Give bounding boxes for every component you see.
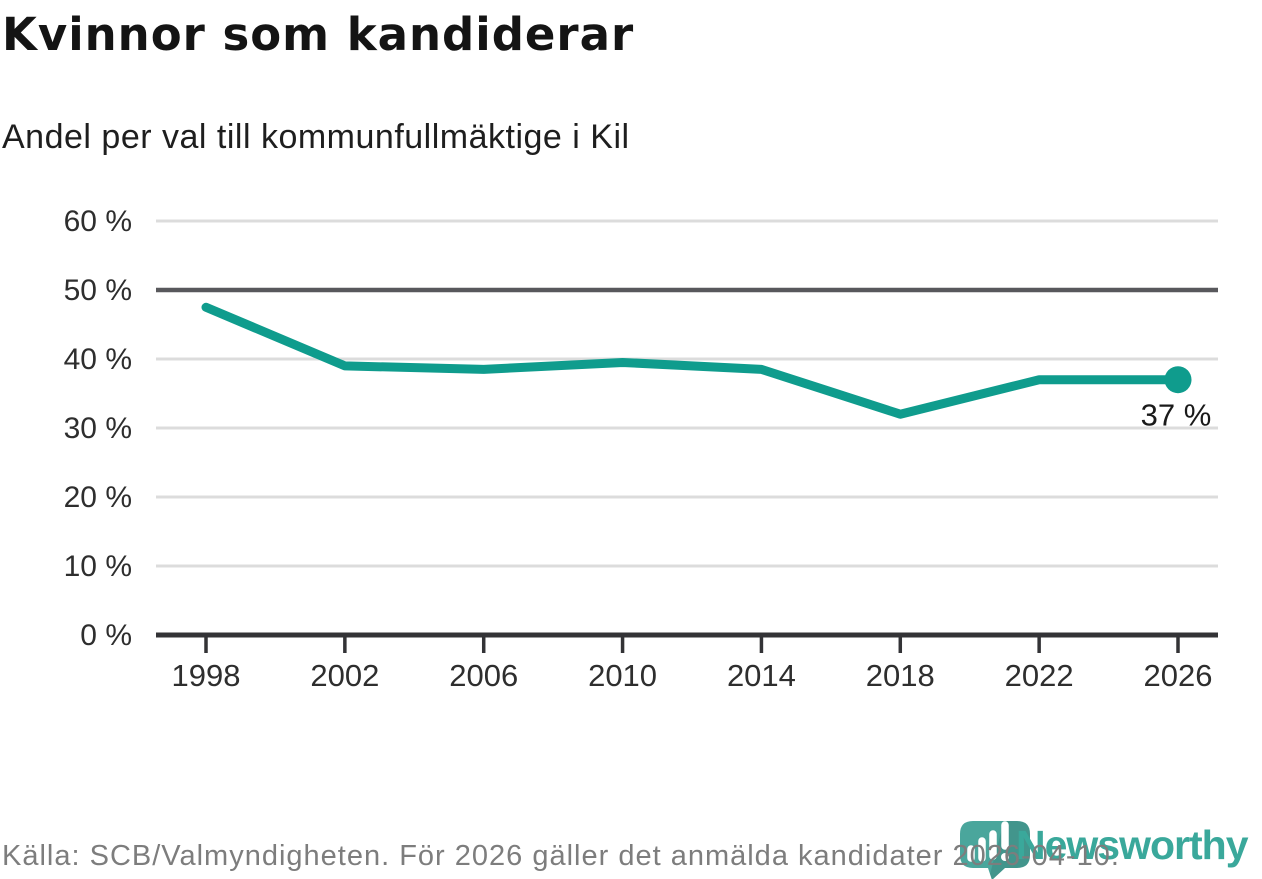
y-axis-tick-label: 60 % [64,205,132,238]
x-axis-tick-label: 2026 [1144,658,1213,693]
logo-exclamation-dot [1001,853,1009,861]
y-axis-tick-label: 0 % [80,619,132,652]
y-axis-tick-label: 40 % [64,343,132,376]
newsworthy-pin-barchart-icon [960,821,1030,879]
end-point-value-label: 37 % [1141,398,1212,433]
chart-subtitle: Andel per val till kommunfullmäktige i K… [2,118,630,156]
source-note: Källa: SCB/Valmyndigheten. För 2026 gäll… [2,840,1120,872]
y-axis-tick-label: 20 % [64,481,132,514]
x-axis-tick-label: 2002 [310,658,379,693]
x-axis-tick-label: 2018 [866,658,935,693]
y-axis-tick-label: 30 % [64,412,132,445]
y-axis-tick-label: 50 % [64,274,132,307]
x-axis-tick-label: 2014 [727,658,796,693]
x-axis-tick-label: 1998 [172,658,241,693]
logo-pin-shadow [990,821,1030,879]
data-line [201,302,1183,419]
x-axis-tick-label: 2022 [1005,658,1074,693]
x-axis-tick-label: 2010 [588,658,657,693]
end-point-marker [1164,366,1192,394]
y-axis-tick-label: 10 % [64,550,132,583]
newsworthy-wordmark: Newsworthy [1016,822,1249,868]
x-axis-tick-label: 2006 [449,658,518,693]
logo-bars [967,821,1009,862]
chart-title: Kvinnor som kandiderar [2,8,635,61]
